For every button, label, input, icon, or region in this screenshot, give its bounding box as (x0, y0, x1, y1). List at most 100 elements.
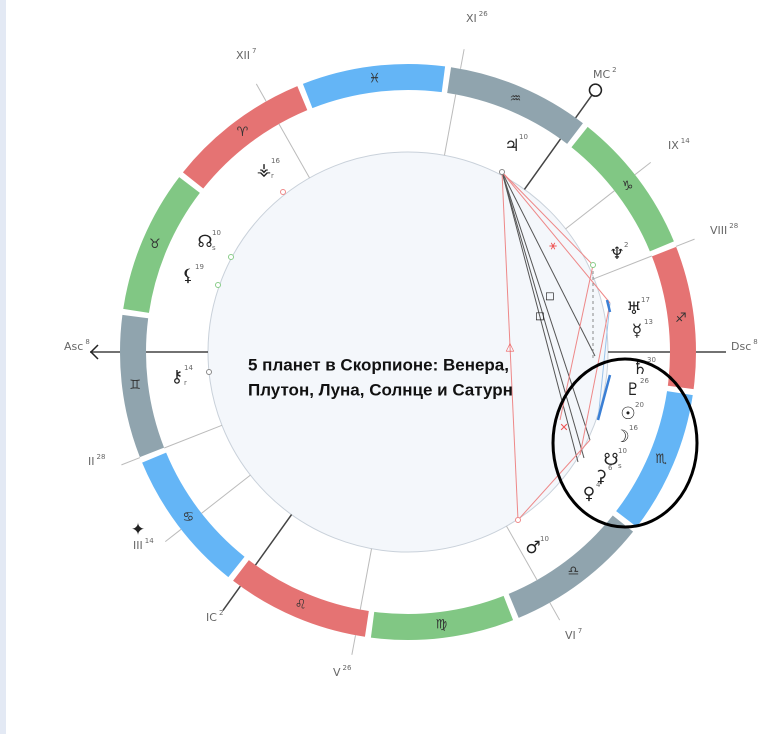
planet-glyph: ☿ (632, 321, 642, 341)
sign-glyph: ♊ (129, 378, 141, 393)
cusp-line (593, 255, 652, 280)
planet-glyph: ⚸ (182, 266, 194, 286)
cusp-line (121, 457, 141, 466)
house-degree: 7 (252, 47, 256, 55)
planet-degree: 10 (212, 229, 221, 237)
planet-degree: 30 (647, 356, 656, 364)
sign-glyph: ♋ (183, 510, 195, 525)
sign-glyph: ♑ (622, 179, 634, 194)
planet-degree: 6 (608, 464, 613, 472)
cusp-line (278, 123, 310, 179)
annotation-line: 5 планет в Скорпионе: Венера, (248, 355, 509, 374)
sign-segment (119, 314, 165, 458)
planets: ♃ 10♆ 2♅ 17☿ 13♄ 30♇ 26☉ 20☽ 16☋ 10s⚳ 6♀ 4♂ 10⚷ 14r⚸ 1… (131, 133, 656, 558)
sign-glyph: ♍ (436, 617, 448, 632)
cusp-line (549, 602, 561, 621)
planet-glyph: ✦ (131, 520, 145, 540)
planet-glyph: ♇ (625, 380, 640, 400)
cusp-line (459, 49, 465, 69)
cusp-line (443, 94, 457, 156)
house-degree: 7 (578, 627, 582, 635)
house-degree: 14 (681, 137, 690, 145)
planet-flag: s (618, 462, 622, 470)
house-degree: 14 (145, 537, 154, 545)
house-label: V (333, 666, 341, 679)
sign-segment (142, 452, 245, 578)
svg-text:◻: ◻ (535, 309, 545, 323)
planet-flag: r (184, 379, 187, 387)
aspect-lines: ⚹ ◻ ◻ △ ✕ (206, 169, 612, 523)
planet-degree: 19 (195, 263, 204, 271)
planet-glyph: ⚶ (257, 160, 271, 180)
mc-marker (588, 83, 603, 97)
cusp-line (254, 514, 293, 566)
house-degree: 2 (219, 609, 223, 617)
house-degree: 26 (343, 664, 352, 672)
house-label: Asc (64, 340, 83, 353)
sign-segment (233, 560, 369, 637)
sign-glyph: ♉ (149, 237, 161, 252)
sign-glyph: ♒ (510, 91, 522, 106)
sign-segment (182, 86, 308, 189)
house-label: VIII (710, 224, 727, 237)
planet-glyph: ☊ (197, 232, 212, 252)
planet-glyph: ♆ (609, 244, 624, 264)
planet-glyph: ♀ (583, 484, 595, 504)
side-strip (0, 0, 6, 734)
house-label: MC (593, 68, 610, 81)
planet-degree: 2 (624, 241, 628, 249)
planet-degree: 16 (271, 157, 280, 165)
svg-text:△: △ (506, 340, 515, 353)
house-label: XI (466, 12, 477, 25)
planet-glyph: ♄ (632, 359, 647, 379)
planet-degree: 4 (596, 481, 601, 489)
house-label: Dsc (731, 340, 751, 353)
cusp-line (675, 238, 695, 247)
inner-circle (207, 151, 609, 553)
house-label: III (133, 539, 143, 552)
sign-segment (447, 67, 583, 144)
cusp-line (506, 525, 538, 581)
planet-degree: 26 (640, 377, 649, 385)
sign-glyph: ♎ (568, 564, 580, 579)
house-label: II (88, 455, 95, 468)
house-label: XII (236, 49, 250, 62)
cusp-line (634, 161, 652, 176)
planet-glyph: ⚷ (171, 367, 183, 387)
cusp-line (523, 138, 562, 190)
planet-degree: 17 (641, 296, 650, 304)
sign-glyph: ♓ (369, 72, 381, 87)
planet-flag: s (212, 244, 216, 252)
house-label: IX (668, 139, 679, 152)
sign-glyph: ♈ (237, 125, 249, 140)
planet-degree: 13 (644, 318, 653, 326)
cusp-line (222, 585, 241, 612)
planet-degree: 16 (629, 424, 638, 432)
house-degree: 8 (753, 338, 757, 346)
house-degree: 28 (97, 453, 106, 461)
sign-glyph: ♌ (295, 598, 307, 613)
planet-glyph: ♃ (504, 136, 519, 156)
planet-glyph: ☽ (614, 427, 629, 447)
planet-glyph: ♅ (626, 299, 641, 319)
sign-segment (651, 246, 696, 390)
sign-segment (616, 391, 693, 527)
sign-segment (370, 595, 514, 640)
house-degree: 2 (612, 66, 616, 74)
planet-glyph: ⚳ (595, 467, 607, 487)
sign-glyph: ♐ (675, 311, 687, 326)
annotation-line: Плутон, Луна, Солнце и Сатурн (248, 380, 513, 399)
cusp-line (565, 190, 615, 230)
cusp-line (351, 635, 357, 655)
planet-degree: 10 (618, 447, 627, 455)
planet-flag: r (271, 172, 274, 180)
zodiac-ring: ♈ ♉ ♊ ♋ ♌ ♍ ♎ ♏ ♐ ♑ ♒ ♓ (119, 64, 696, 640)
cusp-line (164, 424, 223, 449)
planet-glyph: ♂ (525, 538, 540, 558)
house-label: VI (565, 629, 576, 642)
planet-degree: 20 (635, 401, 644, 409)
sign-glyph: ♏ (655, 452, 667, 467)
planet-glyph: ☉ (620, 404, 635, 424)
svg-text:✕: ✕ (559, 421, 568, 434)
